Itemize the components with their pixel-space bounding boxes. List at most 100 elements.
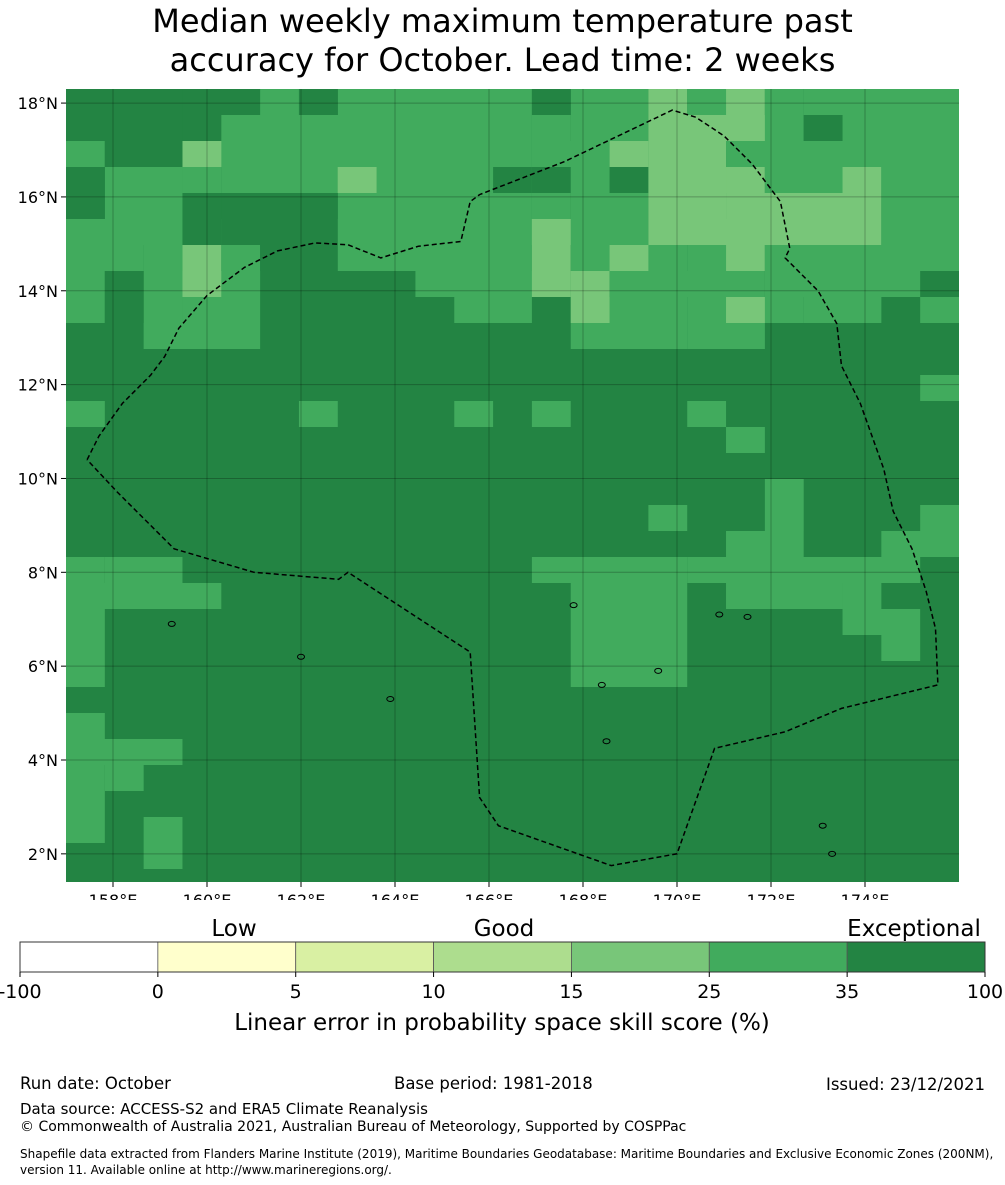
grid-cell bbox=[66, 791, 105, 817]
grid-cell bbox=[454, 297, 532, 323]
grid-cell bbox=[104, 193, 183, 219]
colorbar-frame bbox=[19, 941, 986, 973]
grid-cell-dark bbox=[66, 167, 105, 219]
grid-cell bbox=[842, 583, 882, 609]
grid-cell bbox=[66, 271, 105, 297]
grid-cell bbox=[803, 297, 882, 323]
grid-cell bbox=[764, 167, 843, 193]
lon-tick-label: 162°E bbox=[277, 891, 326, 900]
grid-cell bbox=[221, 245, 261, 271]
title-line-2: accuracy for October. Lead time: 2 weeks bbox=[169, 41, 836, 79]
lat-tick-label: 12°N bbox=[18, 376, 58, 395]
grid-cell-light bbox=[531, 219, 571, 245]
grid-cell bbox=[104, 167, 183, 193]
lon-tick-label: 158°E bbox=[89, 891, 138, 900]
grid-cell bbox=[648, 193, 727, 219]
grid-cell bbox=[298, 219, 532, 245]
grid-cell bbox=[726, 427, 765, 453]
grid-cell bbox=[143, 817, 183, 843]
grid-cell bbox=[298, 245, 532, 271]
colorbar-segment bbox=[157, 941, 297, 973]
grid-cell bbox=[842, 609, 921, 635]
grid-cell bbox=[570, 661, 688, 687]
grid-cell bbox=[104, 765, 144, 791]
grid-cell-dark bbox=[221, 193, 338, 245]
grid-cell-dark bbox=[104, 271, 144, 323]
colorbar-segment bbox=[433, 941, 572, 973]
grid-cell bbox=[531, 245, 571, 271]
grid-cell bbox=[143, 323, 261, 349]
colorbar-category-label: Good bbox=[474, 916, 535, 942]
colorbar-tick-label: 0 bbox=[152, 981, 164, 1003]
grid-cell-dark bbox=[66, 89, 183, 141]
grid-cell bbox=[881, 635, 921, 661]
grid-cell bbox=[920, 297, 959, 323]
grid-cell-light bbox=[687, 167, 727, 193]
grid-cell bbox=[337, 89, 532, 115]
colorbar-segment bbox=[846, 941, 986, 973]
base-period: Base period: 1981-2018 bbox=[394, 1074, 593, 1093]
grid-cell bbox=[66, 609, 105, 635]
island-outline bbox=[597, 681, 606, 688]
grid-cell-dark bbox=[260, 245, 338, 271]
grid-cell bbox=[182, 167, 222, 193]
grid-cell bbox=[531, 401, 571, 427]
island-outline bbox=[569, 602, 578, 609]
grid-cell bbox=[648, 141, 727, 167]
grid-cell-light bbox=[609, 245, 649, 271]
grid-cell bbox=[570, 193, 649, 219]
grid-cell bbox=[726, 141, 959, 167]
grid-cell bbox=[66, 817, 105, 843]
grid-cell bbox=[570, 271, 610, 297]
issued-date: Issued: 23/12/2021 bbox=[825, 1075, 985, 1094]
grid-cell-light bbox=[337, 167, 377, 193]
grid-cell-dark bbox=[182, 193, 222, 245]
grid-cell bbox=[842, 167, 882, 193]
colorbar-tick-label: 35 bbox=[835, 981, 859, 1003]
grid-cell bbox=[66, 765, 105, 791]
lon-tick-label: 160°E bbox=[183, 891, 232, 900]
grid-cell bbox=[531, 193, 571, 219]
grid-cell bbox=[570, 115, 649, 141]
grid-cell bbox=[570, 635, 688, 661]
grid-cell bbox=[648, 219, 882, 245]
grid-cell bbox=[648, 245, 688, 271]
lon-tick-label: 164°E bbox=[371, 891, 420, 900]
grid-cell bbox=[764, 505, 804, 531]
grid-cell bbox=[66, 583, 222, 609]
grid-cell bbox=[570, 89, 649, 115]
grid-cell bbox=[531, 557, 688, 583]
colorbar-tick-label: 100 bbox=[967, 981, 1003, 1003]
grid-cell bbox=[764, 479, 804, 505]
lat-tick-label: 4°N bbox=[28, 751, 58, 770]
grid-cell bbox=[726, 583, 843, 609]
lat-tick-label: 16°N bbox=[18, 188, 58, 207]
grid-cell bbox=[143, 245, 183, 271]
island-outline bbox=[743, 613, 752, 620]
grid-cell bbox=[66, 219, 183, 245]
grid-cell bbox=[803, 89, 959, 115]
grid-cell-light bbox=[531, 271, 571, 297]
grid-cell bbox=[454, 401, 494, 427]
grid-cell bbox=[66, 739, 183, 765]
grid-cell bbox=[687, 245, 727, 271]
grid-cell bbox=[726, 245, 765, 271]
grid-cell bbox=[687, 89, 727, 115]
lon-tick-label: 172°E bbox=[747, 891, 796, 900]
grid-cell bbox=[881, 167, 959, 193]
grid-cell-dark bbox=[531, 89, 571, 115]
colorbar-category-label: Exceptional bbox=[847, 916, 981, 942]
grid-cell bbox=[66, 245, 144, 271]
grid-cell bbox=[104, 557, 183, 583]
grid-cell bbox=[881, 219, 959, 245]
lon-tick-label: 174°E bbox=[841, 891, 890, 900]
grid-cell-dark bbox=[104, 141, 183, 167]
grid-cell bbox=[570, 583, 688, 609]
grid-cell bbox=[726, 89, 765, 115]
data-source: Data source: ACCESS-S2 and ERA5 Climate … bbox=[20, 1100, 428, 1118]
grid-cell bbox=[920, 375, 959, 401]
grid-cell bbox=[648, 505, 688, 531]
grid-cell bbox=[221, 167, 338, 193]
lat-tick-label: 14°N bbox=[18, 282, 58, 301]
grid-cell bbox=[726, 193, 882, 219]
